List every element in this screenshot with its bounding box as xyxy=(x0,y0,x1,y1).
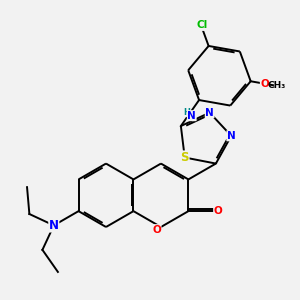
Text: S: S xyxy=(181,151,189,164)
Text: CH₃: CH₃ xyxy=(267,81,285,90)
Text: N: N xyxy=(205,108,214,118)
Text: N: N xyxy=(188,111,196,121)
Text: N: N xyxy=(227,131,236,141)
Text: Cl: Cl xyxy=(196,20,208,30)
Text: O: O xyxy=(152,225,161,235)
Text: O: O xyxy=(260,79,269,89)
Text: O: O xyxy=(214,206,222,216)
Text: N: N xyxy=(49,219,59,232)
Text: H: H xyxy=(183,107,190,116)
